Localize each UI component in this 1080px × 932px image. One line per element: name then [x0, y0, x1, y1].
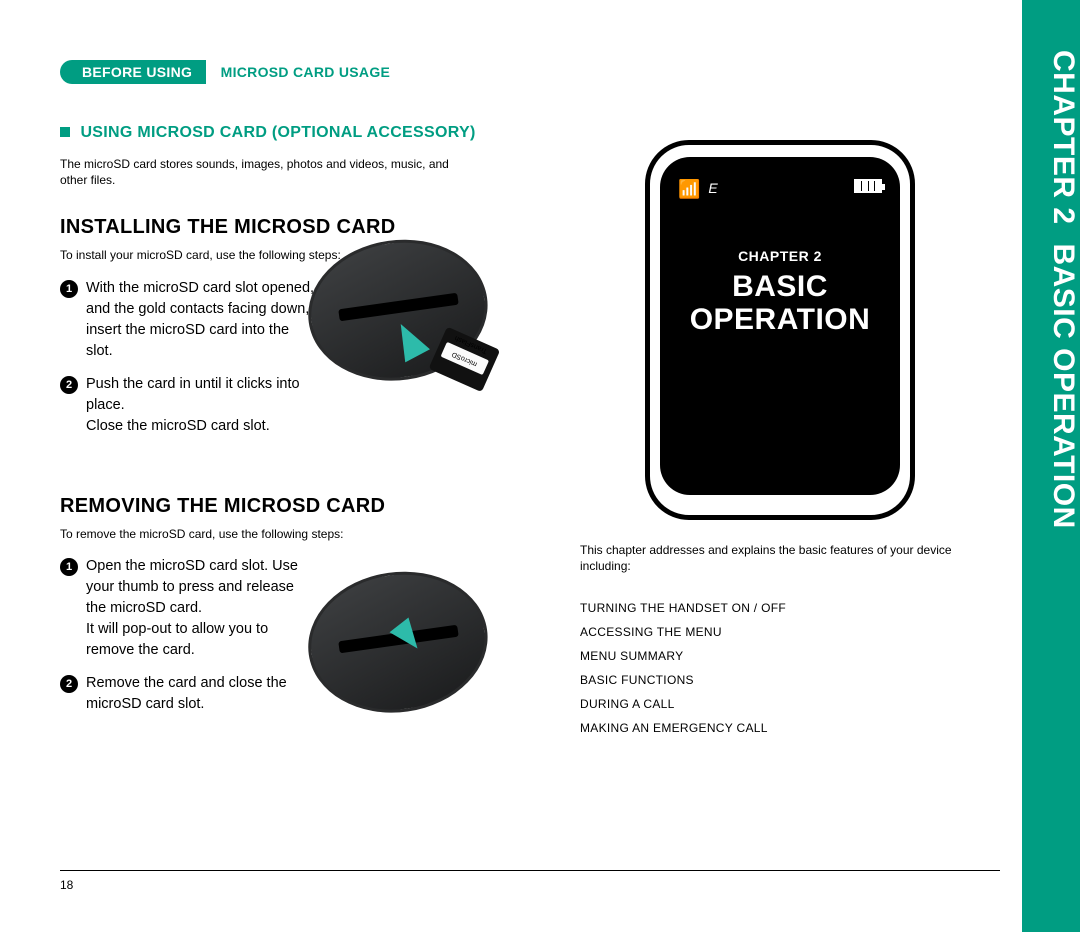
toc-item: MENU SUMMARY: [580, 644, 980, 668]
step-number-icon: 1: [60, 280, 78, 298]
card-slot-icon: [338, 293, 459, 322]
side-tab-title: BASIC OPERATION: [1047, 243, 1080, 528]
phone-frame-icon: 📶E CHAPTER 2 BASIC OPERATION: [645, 140, 915, 520]
right-column: 📶E CHAPTER 2 BASIC OPERATION This chapte…: [580, 140, 980, 740]
toc-item: TURNING THE HANDSET ON / OFF: [580, 596, 980, 620]
section-intro: The microSD card stores sounds, images, …: [60, 156, 450, 188]
chapter-toc: TURNING THE HANDSET ON / OFF ACCESSING T…: [580, 596, 980, 740]
install-heading: INSTALLING THE MICROSD CARD: [60, 216, 500, 239]
step-number-icon: 2: [60, 675, 78, 693]
remove-heading: REMOVING THE MICROSD CARD: [60, 495, 500, 518]
phone-chapter-label: CHAPTER 2: [678, 248, 882, 264]
chapter-side-tab-text: CHAPTER 2 BASIC OPERATION: [1022, 50, 1080, 529]
insert-arrow-icon: [388, 317, 430, 362]
section-title-row: USING MICROSD CARD (OPTIONAL ACCESSORY): [60, 124, 500, 142]
chapter-side-tab: CHAPTER 2 BASIC OPERATION: [1022, 0, 1080, 932]
step-number-icon: 1: [60, 558, 78, 576]
chapter-intro: This chapter addresses and explains the …: [580, 542, 980, 574]
header-badge: BEFORE USING: [60, 60, 206, 84]
page-header: BEFORE USING MICROSD CARD USAGE: [60, 60, 500, 84]
header-subtitle: MICROSD CARD USAGE: [211, 60, 391, 84]
section-title: USING MICROSD CARD (OPTIONAL ACCESSORY): [80, 124, 475, 141]
signal-indicator-icon: 📶E: [678, 179, 718, 200]
eject-arrow-icon: [390, 617, 427, 655]
square-bullet-icon: [60, 127, 70, 137]
phone-chapter-title: BASIC OPERATION: [678, 270, 882, 336]
page-number: 18: [60, 878, 73, 892]
ev-indicator: E: [708, 180, 717, 196]
toc-item: DURING A CALL: [580, 692, 980, 716]
toc-item: ACCESSING THE MENU: [580, 620, 980, 644]
step-text: With the microSD card slot opened, and t…: [86, 278, 316, 362]
toc-item: BASIC FUNCTIONS: [580, 668, 980, 692]
step-text: Remove the card and close the microSD ca…: [86, 673, 316, 715]
remove-lead: To remove the microSD card, use the foll…: [60, 526, 500, 542]
footer-rule: [60, 870, 1000, 871]
battery-icon: [854, 179, 882, 193]
step-number-icon: 2: [60, 376, 78, 394]
side-tab-chapter: CHAPTER 2: [1047, 50, 1080, 225]
status-bar: 📶E: [678, 179, 882, 200]
toc-item: MAKING AN EMERGENCY CALL: [580, 716, 980, 740]
step-text: Open the microSD card slot. Use your thu…: [86, 556, 316, 661]
manual-page: CHAPTER 2 BASIC OPERATION BEFORE USING M…: [0, 0, 1080, 932]
step-text: Push the card in until it clicks into pl…: [86, 374, 316, 437]
microsd-label: microSD TransFlash: [441, 342, 490, 375]
phone-screen: 📶E CHAPTER 2 BASIC OPERATION: [660, 157, 900, 495]
